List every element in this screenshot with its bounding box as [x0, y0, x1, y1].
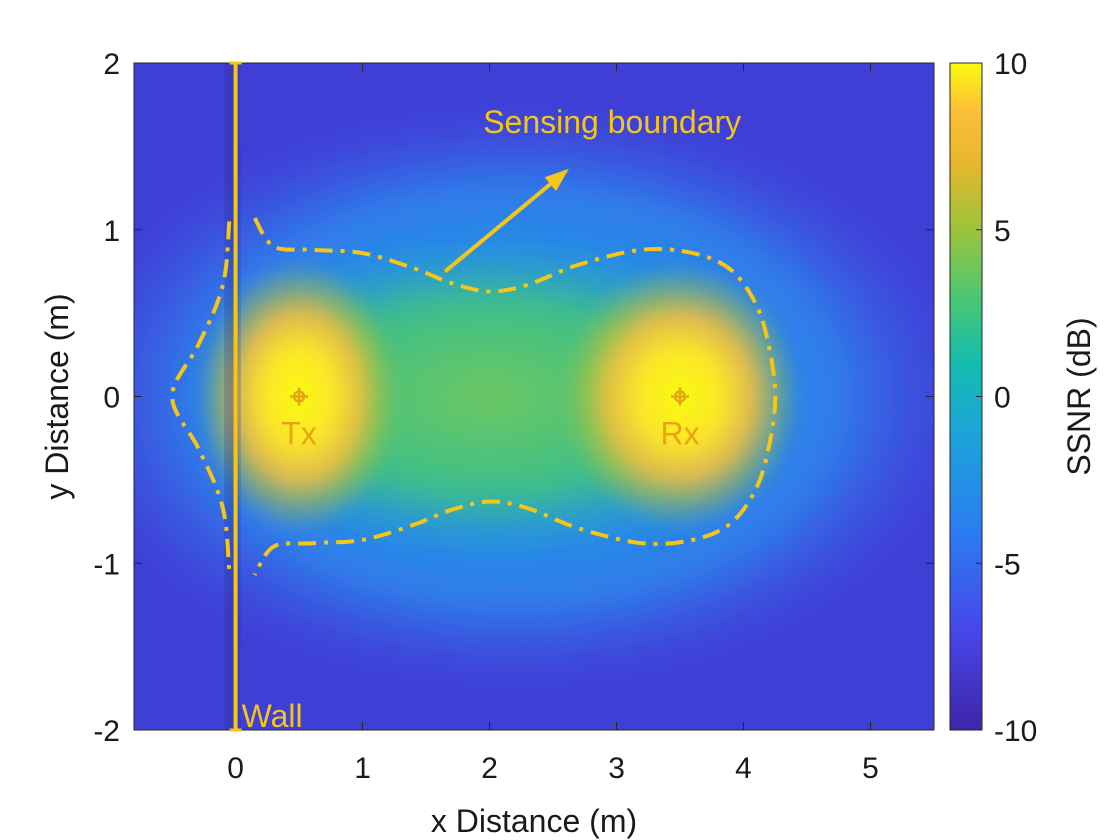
annotation-arrow-head: [544, 168, 569, 192]
tx-marker: [290, 387, 309, 406]
colorbar-label: SSNR (dB): [1061, 317, 1097, 475]
colorbar-tick-label: 5: [994, 215, 1011, 248]
colorbar-tick-label: -5: [994, 548, 1021, 581]
sensing-boundary-label: Sensing boundary: [483, 104, 741, 140]
wall-label: Wall: [242, 698, 303, 734]
y-tick-label: 2: [103, 48, 120, 81]
sensing-boundary-main: [252, 216, 778, 577]
y-tick-label: 0: [103, 382, 120, 415]
colorbar-tick-label: 10: [994, 48, 1027, 81]
annotation-arrow-shaft: [443, 169, 568, 273]
annotation-layer: Tx Rx: [170, 61, 778, 732]
x-tick-label: 5: [862, 752, 879, 785]
tx-label: Tx: [281, 416, 317, 452]
colorbar: -10 -5 0 5 10: [949, 48, 1037, 748]
y-tick-label: -1: [93, 548, 120, 581]
x-tick-label: 3: [608, 752, 625, 785]
plot-axes: 0 1 2 3 4 5 -2 -1 0 1 2: [93, 48, 935, 785]
x-tick-label: 1: [354, 752, 371, 785]
y-tick-label: -2: [93, 715, 120, 748]
y-tick-label: 1: [103, 215, 120, 248]
rx-label: Rx: [660, 416, 699, 452]
y-axis-label: y Distance (m): [39, 293, 75, 499]
colorbar-tick-label: -10: [994, 715, 1037, 748]
x-tick-label: 0: [227, 752, 244, 785]
heatmap-field: [134, 63, 934, 730]
rx-marker: [671, 387, 690, 406]
sensing-boundary-left: [170, 221, 232, 572]
x-tick-label: 2: [481, 752, 498, 785]
colorbar-tick-label: 0: [994, 382, 1011, 415]
x-axis-label: x Distance (m): [431, 803, 637, 839]
x-tick-label: 4: [735, 752, 752, 785]
